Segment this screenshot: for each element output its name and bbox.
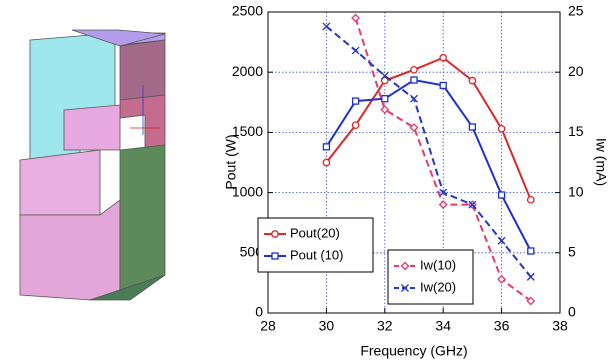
y2-tick-label: 20 (568, 63, 584, 79)
legend-label: Pout (10) (290, 247, 343, 262)
marker (323, 159, 329, 165)
marker (323, 144, 329, 150)
marker (353, 98, 359, 104)
marker (272, 253, 278, 259)
marker (440, 82, 446, 88)
page: 2830323436380500100015002000250005101520… (0, 0, 616, 364)
x-axis-title: Frequency (GHz) (360, 343, 467, 359)
legend-label: Iw(10) (420, 257, 456, 272)
y-tick-label: 0 (255, 304, 263, 320)
marker (440, 201, 447, 208)
marker (499, 192, 505, 198)
marker (528, 248, 534, 254)
y-tick-label: 2500 (232, 3, 263, 19)
legend: Pout(20) Pout (10) (258, 218, 373, 272)
x-tick-label: 32 (377, 318, 393, 334)
marker (440, 55, 446, 61)
marker (352, 47, 359, 54)
x-tick-label: 38 (552, 318, 568, 334)
cad-model (20, 30, 165, 300)
y2-tick-label: 5 (568, 244, 576, 260)
y2-tick-label: 15 (568, 123, 584, 139)
legend-label: Pout(20) (290, 225, 340, 240)
y-tick-label: 2000 (232, 63, 263, 79)
marker (272, 231, 278, 237)
legend-label: Iw(20) (420, 279, 456, 294)
x-tick-label: 34 (435, 318, 451, 334)
marker (352, 122, 358, 128)
marker (411, 77, 417, 83)
legend: Iw(10) Iw(20) (388, 250, 473, 304)
marker (411, 67, 417, 73)
marker (352, 15, 359, 22)
marker (498, 126, 504, 132)
marker (528, 197, 534, 203)
y2-axis-title: Iw (mA) (593, 138, 609, 186)
x-tick-label: 30 (319, 318, 335, 334)
y2-tick-label: 10 (568, 183, 584, 199)
marker (527, 273, 534, 280)
x-tick-label: 36 (494, 318, 510, 334)
marker (382, 96, 388, 102)
y2-tick-label: 25 (568, 3, 584, 19)
y-axis-title: Pout (W) (223, 134, 239, 189)
x-tick-label: 28 (260, 318, 276, 334)
marker (469, 124, 475, 130)
y2-tick-label: 0 (568, 304, 576, 320)
marker (469, 77, 475, 83)
